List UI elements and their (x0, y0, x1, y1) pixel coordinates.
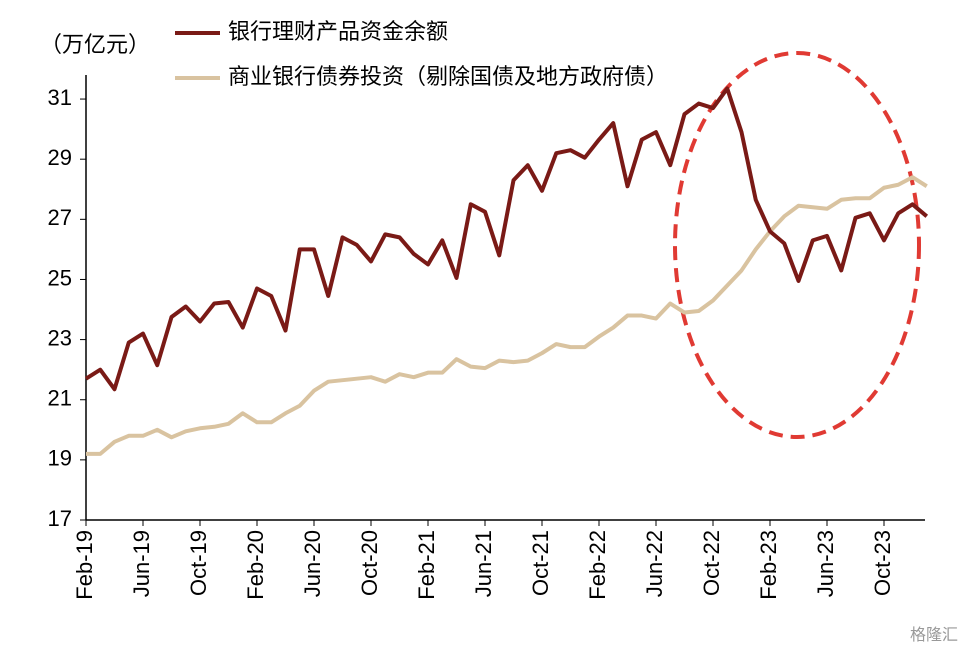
y-tick-label: 31 (48, 85, 72, 110)
x-tick-label: Feb-19 (72, 530, 97, 600)
x-tick-label: Jun-21 (471, 530, 496, 597)
watermark: 格隆汇 (910, 626, 958, 644)
series-line (84, 86, 929, 392)
x-tick-label: Jun-20 (300, 530, 325, 597)
x-tick-label: Feb-20 (243, 530, 268, 600)
legend-label: 银行理财产品资金余额 (228, 19, 448, 44)
y-tick-label: 17 (48, 506, 72, 531)
legend-label: 商业银行债券投资（剔除国债及地方政府债） (228, 64, 668, 89)
x-tick-label: Oct-19 (186, 530, 211, 596)
y-unit-label: （万亿元） (40, 32, 150, 57)
y-tick-label: 25 (48, 265, 72, 290)
x-tick-label: Oct-21 (528, 530, 553, 596)
x-tick-label: Feb-23 (756, 530, 781, 600)
x-tick-label: Feb-22 (585, 530, 610, 600)
y-tick-label: 27 (48, 205, 72, 230)
series-line (86, 175, 928, 456)
x-tick-label: Oct-20 (357, 530, 382, 596)
y-tick-label: 29 (48, 145, 72, 170)
x-tick-label: Oct-22 (699, 530, 724, 596)
x-tick-label: Jun-22 (642, 530, 667, 597)
y-tick-label: 19 (48, 446, 72, 471)
x-tick-label: Feb-21 (414, 530, 439, 600)
y-tick-label: 23 (48, 325, 72, 350)
highlight-ellipse (673, 51, 921, 439)
y-tick-label: 21 (48, 386, 72, 411)
x-tick-label: Oct-23 (870, 530, 895, 596)
x-tick-label: Jun-19 (129, 530, 154, 597)
x-tick-label: Jun-23 (813, 530, 838, 597)
